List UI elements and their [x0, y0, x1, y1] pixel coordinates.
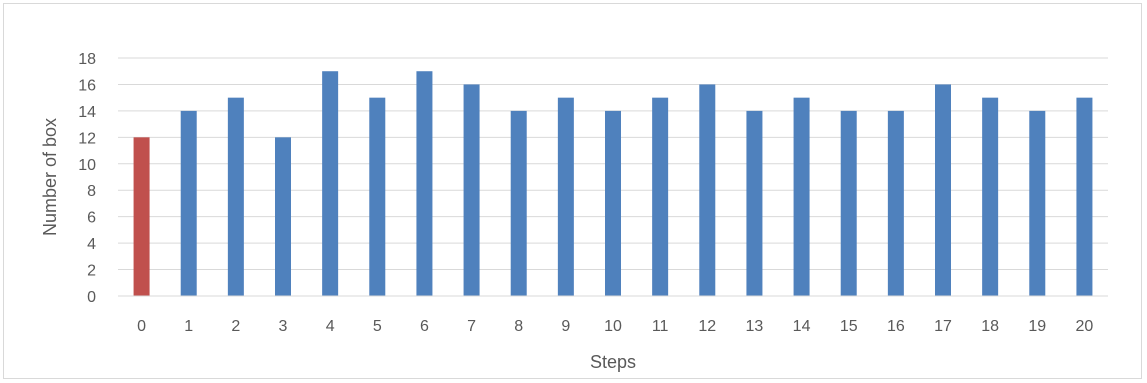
x-tick-label: 0 [137, 318, 146, 335]
x-tick-label: 12 [698, 318, 716, 335]
x-tick-label: 8 [514, 318, 523, 335]
x-tick-label: 1 [184, 318, 193, 335]
x-axis-title: Steps [590, 352, 636, 372]
x-tick-label: 20 [1076, 318, 1094, 335]
y-tick-label: 6 [87, 210, 96, 227]
bar-step-10 [605, 110, 621, 296]
x-tick-label: 11 [652, 318, 669, 335]
x-tick-label: 2 [231, 318, 240, 335]
bar-step-4 [322, 71, 339, 296]
bar-step-15 [840, 110, 857, 296]
y-tick-label: 10 [78, 157, 96, 174]
bar-step-1 [180, 110, 197, 296]
bar-step-0 [133, 137, 150, 296]
y-tick-label: 14 [78, 104, 96, 121]
bar-step-3 [275, 137, 291, 296]
x-tick-label: 7 [467, 318, 476, 335]
bar-step-20 [1076, 97, 1093, 297]
bar-step-7 [463, 84, 480, 296]
y-tick-label: 0 [87, 289, 96, 306]
y-tick-label: 4 [87, 236, 96, 253]
y-tick-label: 16 [78, 77, 96, 94]
bar-step-16 [887, 110, 904, 296]
bar-step-13 [746, 110, 763, 296]
x-tick-label: 10 [604, 318, 622, 335]
bars [133, 71, 1093, 297]
x-tick-labels: 0 1 2 3 4 5 6 7 8 9 10 11 12 13 14 15 16 17 18 19 20 [137, 318, 1093, 335]
x-tick-label: 9 [561, 318, 570, 335]
x-tick-label: 13 [746, 318, 764, 335]
bar-step-9 [557, 97, 574, 297]
x-tick-label: 5 [373, 318, 382, 335]
bar-step-12 [699, 84, 716, 296]
x-tick-label: 14 [793, 318, 811, 335]
x-tick-label: 19 [1028, 318, 1046, 335]
x-tick-label: 16 [887, 318, 905, 335]
x-tick-label: 17 [934, 318, 952, 335]
x-tick-label: 6 [420, 318, 429, 335]
bar-step-18 [982, 97, 999, 297]
y-axis-title: Number of box [40, 118, 60, 236]
y-tick-label: 2 [87, 263, 96, 280]
bar-step-2 [227, 97, 244, 297]
y-tick-label: 12 [78, 130, 96, 147]
bar-step-5 [369, 97, 386, 297]
x-tick-label: 4 [326, 318, 335, 335]
x-tick-label: 15 [840, 318, 858, 335]
x-tick-label: 18 [981, 318, 999, 335]
bar-step-17 [935, 84, 951, 296]
bar-step-8 [510, 110, 527, 296]
bar-step-6 [416, 71, 433, 296]
bar-step-14 [793, 97, 810, 297]
x-tick-label: 3 [279, 318, 288, 335]
bar-step-11 [652, 97, 669, 297]
y-tick-label: 8 [87, 183, 96, 200]
y-tick-labels: 0 2 4 6 8 10 12 14 16 18 [78, 51, 96, 306]
y-tick-label: 18 [78, 51, 96, 68]
bar-step-19 [1029, 110, 1046, 296]
